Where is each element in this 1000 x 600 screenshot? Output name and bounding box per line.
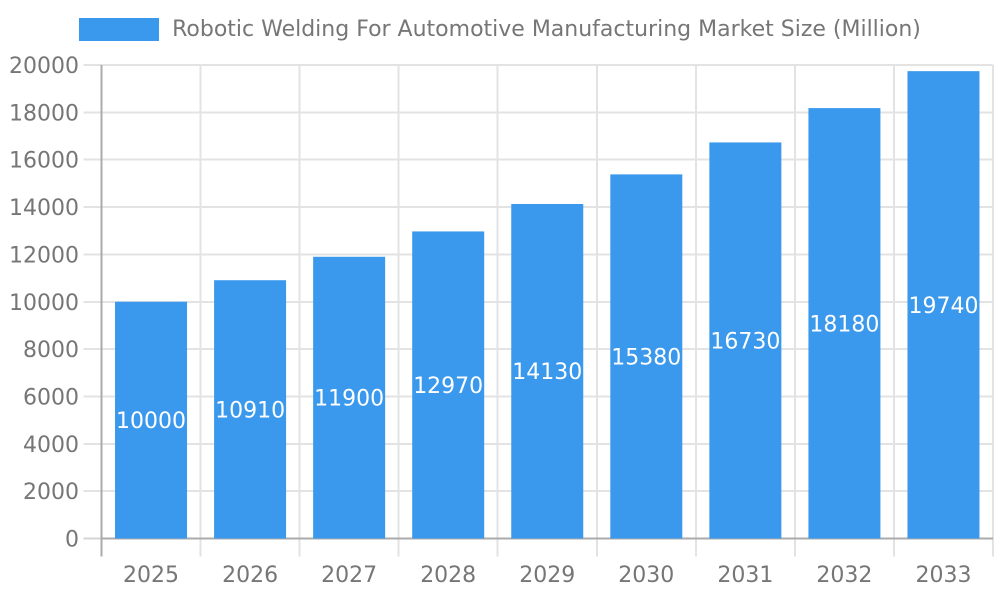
bar-2030[interactable] (610, 174, 683, 539)
y-tick-label: 12000 (9, 243, 79, 268)
bar-value-label: 11900 (314, 387, 384, 412)
bar-value-label: 10910 (215, 398, 285, 423)
y-tick-label: 10000 (9, 291, 79, 316)
x-tick-label: 2030 (618, 563, 674, 588)
bar-2025[interactable] (115, 301, 188, 539)
y-tick-label: 2000 (23, 480, 79, 505)
y-tick-label: 6000 (23, 385, 79, 410)
x-tick-label: 2026 (222, 563, 278, 588)
bar-value-label: 18180 (809, 312, 879, 337)
y-tick-label: 14000 (9, 196, 79, 221)
bar-value-label: 16730 (710, 329, 780, 354)
x-tick-label: 2025 (123, 563, 179, 588)
legend[interactable]: Robotic Welding For Automotive Manufactu… (0, 13, 1000, 45)
x-tick-label: 2027 (321, 563, 377, 588)
x-tick-label: 2033 (915, 563, 971, 588)
bar-2026[interactable] (214, 280, 287, 539)
bar-value-label: 12970 (413, 374, 483, 399)
y-tick-label: 18000 (9, 101, 79, 126)
bar-2033[interactable] (907, 71, 980, 539)
bar-2028[interactable] (412, 231, 485, 539)
x-tick-label: 2028 (420, 563, 476, 588)
bar-2029[interactable] (511, 203, 584, 539)
bar-value-label: 15380 (611, 345, 681, 370)
bar-2031[interactable] (709, 142, 782, 539)
x-tick-label: 2032 (816, 563, 872, 588)
bar-value-label: 10000 (116, 409, 186, 434)
x-tick-label: 2029 (519, 563, 575, 588)
bar-2027[interactable] (313, 256, 386, 539)
bar-2032[interactable] (808, 108, 881, 539)
legend-label: Robotic Welding For Automotive Manufactu… (172, 16, 921, 42)
y-tick-label: 20000 (9, 54, 79, 79)
y-tick-label: 4000 (23, 433, 79, 458)
legend-swatch (79, 17, 160, 41)
x-tick-label: 2031 (717, 563, 773, 588)
y-tick-label: 0 (65, 528, 79, 553)
bar-value-label: 14130 (512, 360, 582, 385)
bar-value-label: 19740 (908, 294, 978, 319)
y-tick-label: 8000 (23, 338, 79, 363)
y-tick-label: 16000 (9, 149, 79, 174)
